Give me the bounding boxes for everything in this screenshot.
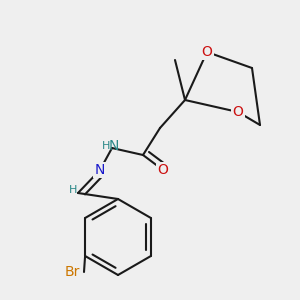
Text: Br: Br bbox=[64, 265, 80, 279]
Text: O: O bbox=[158, 163, 168, 177]
Text: N: N bbox=[95, 163, 105, 177]
Text: H: H bbox=[69, 185, 77, 195]
Text: H: H bbox=[102, 141, 110, 151]
Text: O: O bbox=[202, 45, 212, 59]
Text: N: N bbox=[109, 139, 119, 153]
Text: O: O bbox=[232, 105, 243, 119]
